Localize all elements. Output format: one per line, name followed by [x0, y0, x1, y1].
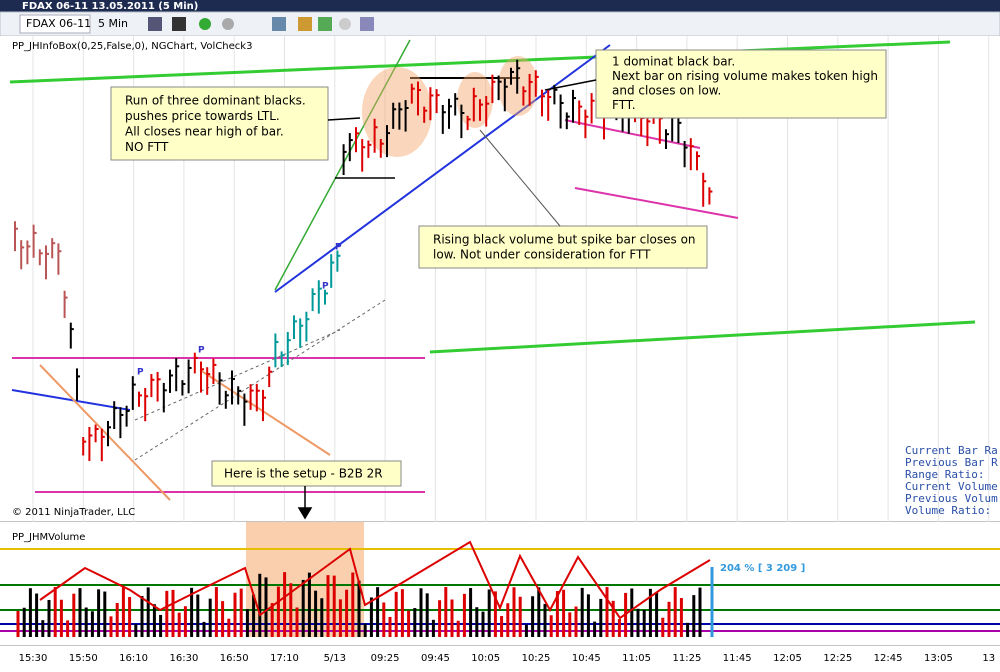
indicator-label: PP_JHInfoBox(0,25,False,0), NGChart, Vol…	[12, 41, 252, 52]
volume-bars	[16, 572, 702, 637]
time-label: 09:45	[421, 653, 450, 664]
arrows	[297, 79, 597, 520]
time-label: 12:25	[823, 653, 852, 664]
annotation-text: Run of three dominant blacks.	[125, 94, 306, 108]
annotation-text: FTT.	[612, 98, 636, 112]
time-label: 11:25	[672, 653, 701, 664]
instrument[interactable]: FDAX 06-11	[26, 17, 91, 30]
pivot-marker: P	[322, 282, 329, 292]
instrument-select[interactable]	[19, 14, 91, 34]
volume-label: 204 % [ 3 209 ]	[720, 563, 805, 574]
time-label: 10:25	[522, 653, 551, 664]
pivot-marker: P	[335, 243, 342, 253]
info-text: Previous Bar R	[905, 456, 998, 469]
icon[interactable]	[360, 17, 374, 31]
annotation-text: Rising black volume but spike bar closes…	[433, 233, 696, 247]
volume-panel	[0, 522, 1000, 645]
time-label: 10:45	[572, 653, 601, 664]
volume-title: PP_JHMVolume	[12, 532, 85, 543]
time-label: 5/13	[324, 653, 346, 664]
interval[interactable]: 5 Min	[98, 17, 128, 30]
volume-line	[39, 540, 711, 620]
annotation-text: Here is the setup - B2B 2R	[224, 467, 383, 481]
time-label: 09:25	[371, 653, 400, 664]
time-label: 15:30	[19, 653, 48, 664]
icon[interactable]	[318, 17, 332, 31]
annotation-text: NO FTT	[125, 140, 169, 154]
info-text: Current Volume	[905, 480, 998, 493]
title-bar	[0, 0, 1000, 12]
time-label: 11:45	[723, 653, 752, 664]
icon[interactable]	[222, 18, 234, 30]
annotation-box	[595, 49, 887, 119]
pivot-marker: P	[198, 346, 205, 356]
time-label: 16:30	[169, 653, 198, 664]
icon[interactable]	[172, 17, 186, 31]
icon[interactable]	[339, 18, 351, 30]
annotation-text: and closes on low.	[612, 84, 721, 98]
time-label: 11:05	[622, 653, 651, 664]
copyright: © 2011 NinjaTrader, LLC	[12, 507, 135, 518]
time-label: 10:05	[471, 653, 500, 664]
time-label: 16:50	[220, 653, 249, 664]
window-title: FDAX 06-11 13.05.2011 (5 Min)	[22, 1, 198, 12]
info-text: Current Bar Ra	[905, 444, 998, 457]
annotation-box	[418, 225, 708, 269]
icon[interactable]	[298, 17, 312, 31]
info-text: Range Ratio:	[905, 468, 984, 481]
annotation-box	[211, 460, 402, 487]
time-label: 17:10	[270, 653, 299, 664]
time-label: 12:45	[874, 653, 903, 664]
annotation-box	[110, 86, 329, 161]
pivot-marker: P	[137, 368, 144, 378]
time-label: 13	[982, 653, 995, 664]
annotation-text: low. Not under consideration for FTT	[433, 248, 651, 262]
time-label: 12:05	[773, 653, 802, 664]
time-label: 15:50	[69, 653, 98, 664]
annotation-text: Next bar on rising volume makes token hi…	[612, 69, 878, 83]
annotation-text: pushes price towards LTL.	[125, 109, 280, 123]
info-text: Volume Ratio:	[905, 504, 991, 517]
icon[interactable]	[199, 18, 211, 30]
time-label: 13:05	[924, 653, 953, 664]
toolbar-icons	[148, 17, 374, 31]
info-text: Previous Volum	[905, 492, 998, 505]
time-label: 16:10	[119, 653, 148, 664]
annotation-text: All closes near high of bar.	[125, 125, 284, 139]
annotation-text: 1 dominat black bar.	[612, 55, 735, 69]
icon[interactable]	[272, 17, 286, 31]
icon[interactable]	[148, 17, 162, 31]
